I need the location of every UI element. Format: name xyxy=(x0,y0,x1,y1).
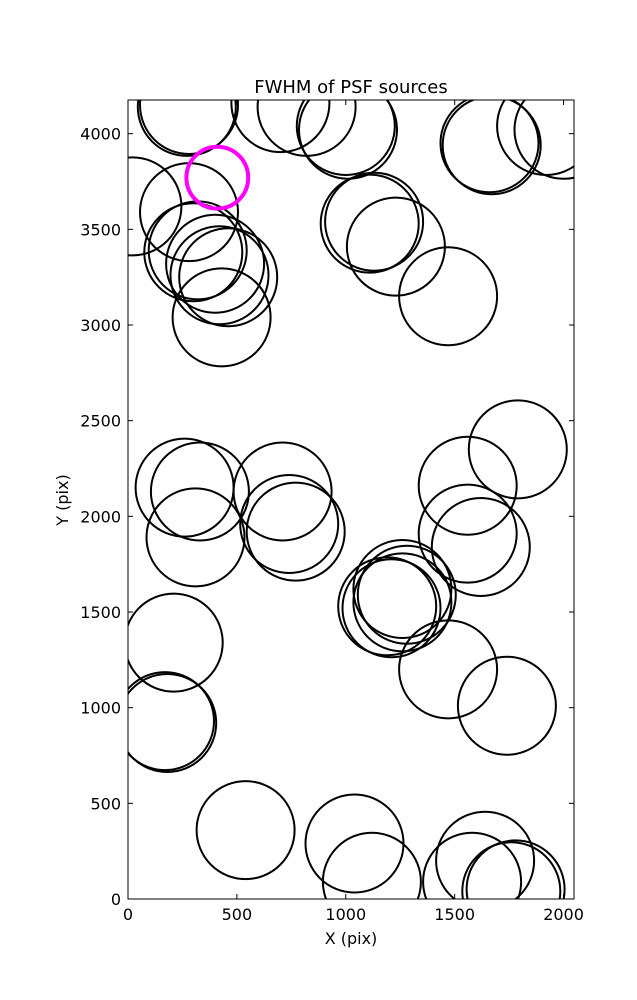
source-circle xyxy=(232,441,333,542)
source-circle xyxy=(398,619,499,720)
x-tick-label: 0 xyxy=(123,905,133,924)
source-circle xyxy=(147,200,248,301)
y-axis-label: Y (pix) xyxy=(53,474,72,526)
source-circle xyxy=(139,100,239,155)
chart-title: FWHM of PSF sources xyxy=(254,77,448,98)
y-tick-label: 1500 xyxy=(80,603,121,622)
highlighted-source-circle xyxy=(184,144,251,211)
source-circle xyxy=(341,558,442,659)
y-tick-label: 3000 xyxy=(80,316,121,335)
source-circle xyxy=(352,539,453,639)
source-circle xyxy=(435,810,536,899)
source-circle xyxy=(345,196,446,297)
source-circle xyxy=(143,202,244,303)
source-circle xyxy=(324,171,425,272)
source-circle xyxy=(439,100,540,194)
source-circle xyxy=(467,399,568,500)
source-circle xyxy=(441,100,542,196)
source-circle xyxy=(136,100,237,157)
source-circle xyxy=(128,671,215,772)
source-circle xyxy=(461,841,562,899)
source-circle xyxy=(304,793,405,894)
x-tick-label: 1500 xyxy=(434,905,475,924)
source-circle xyxy=(145,487,246,588)
source-circle xyxy=(149,441,250,542)
x-axis-label: X (pix) xyxy=(325,929,378,948)
plot-area xyxy=(128,100,574,899)
source-circle xyxy=(321,831,422,899)
source-circle xyxy=(465,839,566,899)
source-circle xyxy=(178,227,279,328)
source-circle xyxy=(417,483,518,584)
source-circle xyxy=(169,225,270,326)
source-circle xyxy=(422,831,523,899)
y-tick-label: 2500 xyxy=(80,412,121,431)
x-axis: 0 500 1000 1500 2000 xyxy=(123,100,584,924)
source-circle xyxy=(256,100,357,157)
source-circle xyxy=(165,213,266,314)
source-circle xyxy=(128,156,183,257)
y-axis: 0 500 1000 1500 2000 2500 3000 3500 4000 xyxy=(80,125,574,909)
x-tick-label: 1000 xyxy=(325,905,366,924)
source-circle xyxy=(295,100,396,176)
source-circle xyxy=(245,481,346,582)
source-circle xyxy=(195,780,296,881)
source-circle xyxy=(239,474,340,574)
source-circle xyxy=(430,497,531,597)
source-circle xyxy=(171,267,272,368)
source-circle xyxy=(417,435,518,536)
source-circle xyxy=(513,100,574,180)
x-tick-label: 2000 xyxy=(543,905,584,924)
y-tick-label: 2000 xyxy=(80,507,121,526)
source-circle xyxy=(319,173,420,274)
y-tick-label: 4000 xyxy=(80,125,121,144)
source-circle xyxy=(230,100,331,154)
source-circle xyxy=(496,100,574,176)
y-tick-label: 500 xyxy=(90,794,121,813)
y-tick-label: 3500 xyxy=(80,220,121,239)
source-circle xyxy=(398,246,499,347)
x-tick-label: 500 xyxy=(222,905,253,924)
source-circle xyxy=(337,556,438,657)
y-tick-label: 0 xyxy=(111,890,121,909)
source-circle xyxy=(128,592,224,693)
y-tick-label: 1000 xyxy=(80,699,121,718)
source-circle xyxy=(128,673,218,773)
plot-frame xyxy=(127,99,575,900)
source-circle xyxy=(456,655,557,756)
